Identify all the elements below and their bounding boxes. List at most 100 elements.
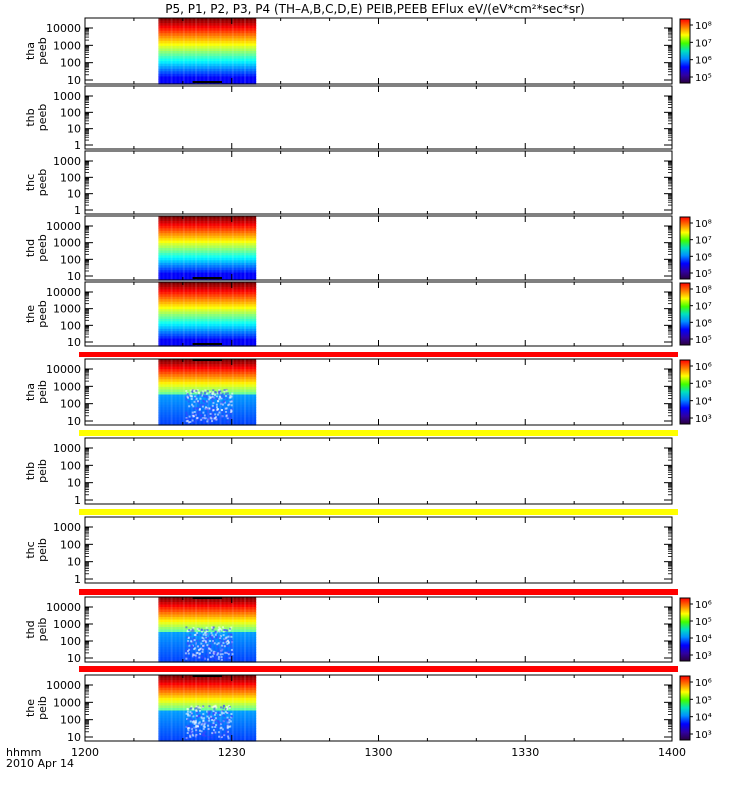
colorbar-the-peib xyxy=(679,675,691,741)
colorbar-tick-label: 10⁶ xyxy=(695,362,712,373)
y-tick-label: 10 xyxy=(67,556,81,569)
panel-thd-peib: 10 100 1000 10000 thd peib 10³ 10⁴ 10⁵ 10⁶ xyxy=(24,596,712,672)
spectrogram-the-peib xyxy=(158,675,257,742)
panel-label-instrument: peeb xyxy=(36,300,49,328)
x-axis-label: hhmm xyxy=(6,746,41,759)
panel-thb-peib: 1 10 100 1000 thb peib xyxy=(24,437,678,515)
y-tick-label: 10000 xyxy=(46,601,81,614)
colorbar-tick-label: 10⁷ xyxy=(695,302,712,313)
panel-label-probe: thd xyxy=(24,620,37,638)
y-tick-label: 1000 xyxy=(53,521,81,534)
y-tick-label: 10 xyxy=(67,415,81,428)
colorbar-tick-label: 10⁷ xyxy=(695,236,712,247)
y-tick-label: 1 xyxy=(74,573,81,586)
spectrogram-thd-peeb xyxy=(158,216,257,281)
panel-label-instrument: peib xyxy=(36,618,49,642)
panel-tha-peeb: 10 100 1000 10000 tha peeb 10⁵ 10⁶ 10⁷ 10⁸ xyxy=(24,17,712,87)
colorbar-tick-label: 10⁶ xyxy=(695,600,712,611)
y-tick-label: 10000 xyxy=(46,679,81,692)
colorbar-tick-label: 10⁶ xyxy=(695,56,712,67)
y-tick-label: 1000 xyxy=(53,696,81,709)
colorbar-tick-label: 10⁸ xyxy=(695,219,712,230)
y-tick-label: 1000 xyxy=(53,39,81,52)
panel-label-probe: thd xyxy=(24,239,37,257)
y-tick-label: 1000 xyxy=(53,155,81,168)
y-tick-label: 1000 xyxy=(53,303,81,316)
y-tick-label: 10 xyxy=(67,270,81,283)
panel-thd-peeb: 10 100 1000 10000 thd peeb 10⁵ 10⁶ 10⁷ 10⁸ xyxy=(24,215,712,283)
y-tick-label: 10000 xyxy=(46,286,81,299)
spectrogram-tha-peeb xyxy=(158,18,257,85)
colorbar-tick-label: 10³ xyxy=(695,730,712,741)
colorbar-tick-label: 10⁶ xyxy=(695,318,712,329)
y-tick-label: 10 xyxy=(67,188,81,201)
colorbar-tick-label: 10⁴ xyxy=(695,713,712,724)
y-tick-label: 100 xyxy=(60,714,81,727)
colorbar-tick-label: 10⁸ xyxy=(695,21,712,32)
panel-the-peeb: 10 100 1000 10000 the peeb 10⁵ 10⁶ 10⁷ 10⁸ xyxy=(24,281,712,357)
date-label: 2010 Apr 14 xyxy=(6,757,74,770)
panel-label-instrument: peib xyxy=(36,696,49,720)
panel-thc-peeb: 1 10 100 1000 thc peeb xyxy=(24,150,673,217)
y-tick-label: 10 xyxy=(67,477,81,490)
panel-label-probe: tha xyxy=(24,383,37,401)
colorbar-tick-label: 10⁵ xyxy=(695,695,712,706)
x-axis: 1200 1230 1300 1330 1400 xyxy=(71,746,686,759)
y-tick-label: 1000 xyxy=(53,380,81,393)
colorbar-tick-label: 10³ xyxy=(695,651,712,662)
y-tick-label: 100 xyxy=(60,57,81,70)
spectrogram-the-peeb xyxy=(158,282,257,347)
panel-label-instrument: peib xyxy=(36,538,49,562)
colorbar-tick-label: 10⁴ xyxy=(695,397,712,408)
panel-thc-peib: 1 10 100 1000 thc peib xyxy=(24,516,678,595)
y-tick-label: 1000 xyxy=(53,90,81,103)
panel-label-instrument: peeb xyxy=(36,234,49,262)
panel-label-probe: thb xyxy=(24,108,37,126)
colorbar-thd-peeb xyxy=(679,216,691,280)
panel-label-instrument: peeb xyxy=(36,37,49,65)
x-tick-label: 1300 xyxy=(365,746,393,759)
colorbar-tick-label: 10⁶ xyxy=(695,252,712,263)
y-tick-label: 100 xyxy=(60,253,81,266)
colorbar-tick-label: 10⁵ xyxy=(695,617,712,628)
y-tick-label: 1 xyxy=(74,204,81,217)
colorbar-tick-label: 10⁸ xyxy=(695,285,712,296)
y-tick-label: 1 xyxy=(74,139,81,152)
colorbar-tick-label: 10⁷ xyxy=(695,38,712,49)
spectrogram-tha-peib xyxy=(158,359,257,426)
x-tick-label: 1330 xyxy=(511,746,539,759)
mode-strip-thc-peib xyxy=(79,589,678,595)
x-tick-label: 1230 xyxy=(218,746,246,759)
y-tick-label: 10000 xyxy=(46,363,81,376)
panel-label-instrument: peeb xyxy=(36,104,49,132)
panel-thb-peeb: 1 10 100 1000 thb peeb xyxy=(24,85,673,152)
y-tick-label: 10 xyxy=(67,731,81,744)
colorbar-tick-label: 10³ xyxy=(695,414,712,425)
mode-strip-tha-peib xyxy=(79,430,678,436)
y-tick-label: 10 xyxy=(67,336,81,349)
y-tick-label: 10000 xyxy=(46,220,81,233)
panel-label-instrument: peib xyxy=(36,459,49,483)
panel-label-instrument: peib xyxy=(36,380,49,404)
panel-label-probe: thb xyxy=(24,462,37,480)
y-tick-label: 100 xyxy=(60,459,81,472)
y-tick-label: 100 xyxy=(60,319,81,332)
x-tick-label: 1400 xyxy=(658,746,686,759)
y-tick-label: 1000 xyxy=(53,237,81,250)
mode-strip-thd-peib xyxy=(79,666,678,672)
colorbar-tick-label: 10⁶ xyxy=(695,678,712,689)
y-tick-label: 1000 xyxy=(53,618,81,631)
y-tick-label: 100 xyxy=(60,106,81,119)
y-tick-label: 1 xyxy=(74,494,81,507)
y-tick-label: 100 xyxy=(60,398,81,411)
colorbar-tick-label: 10⁵ xyxy=(695,335,712,346)
panel-label-instrument: peeb xyxy=(36,169,49,197)
panel-tha-peib: 10 100 1000 10000 tha peib 10³ 10⁴ 10⁵ 10⁶ xyxy=(24,358,712,436)
colorbar-tick-label: 10⁵ xyxy=(695,269,712,280)
panel-label-probe: thc xyxy=(24,541,37,558)
mode-strip-thb-peib xyxy=(79,509,678,515)
colorbar-the-peeb xyxy=(679,282,691,346)
y-tick-label: 10000 xyxy=(46,22,81,35)
y-tick-label: 10 xyxy=(67,74,81,87)
